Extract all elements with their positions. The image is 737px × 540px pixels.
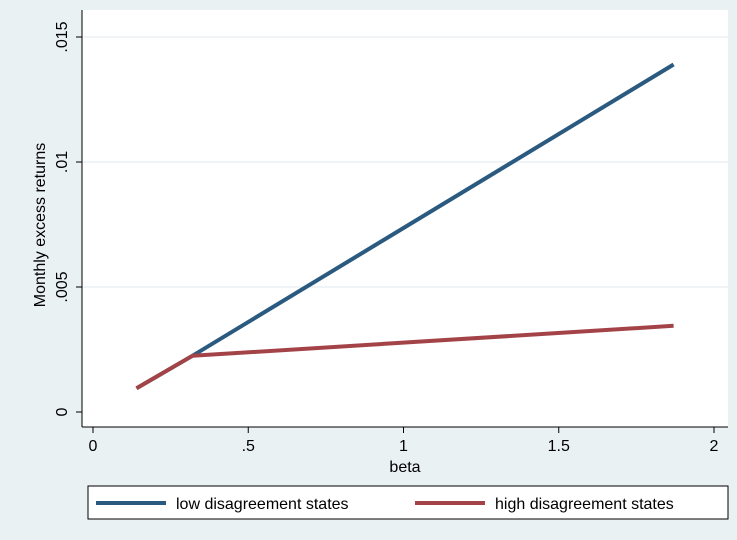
x-tick-label-2: 1 (399, 438, 408, 455)
x-tick-label-4: 2 (710, 438, 719, 455)
axes (76, 10, 728, 433)
x-tick-label-1: .5 (242, 438, 255, 455)
y-tick-label-1: .005 (54, 271, 71, 302)
series-line-high-disagreement (135, 323, 674, 391)
x-axis-title: beta (389, 459, 420, 476)
legend: low disagreement states high disagreemen… (87, 485, 729, 520)
y-axis-title: Monthly excess returns (32, 143, 49, 308)
tick-labels: 0 .5 1 1.5 2 0 .005 .01 .015 (54, 21, 719, 455)
x-tick-label-3: 1.5 (548, 438, 570, 455)
legend-label-low: low disagreement states (176, 496, 349, 513)
legend-frame (87, 485, 729, 520)
series-lines (135, 62, 675, 391)
grid-lines (82, 36, 728, 288)
y-tick-label-3: .015 (54, 21, 71, 52)
y-tick-label-0: 0 (54, 407, 71, 416)
y-tick-label-2: .01 (54, 151, 71, 173)
x-tick-label-0: 0 (89, 438, 98, 455)
legend-label-high: high disagreement states (495, 496, 674, 513)
